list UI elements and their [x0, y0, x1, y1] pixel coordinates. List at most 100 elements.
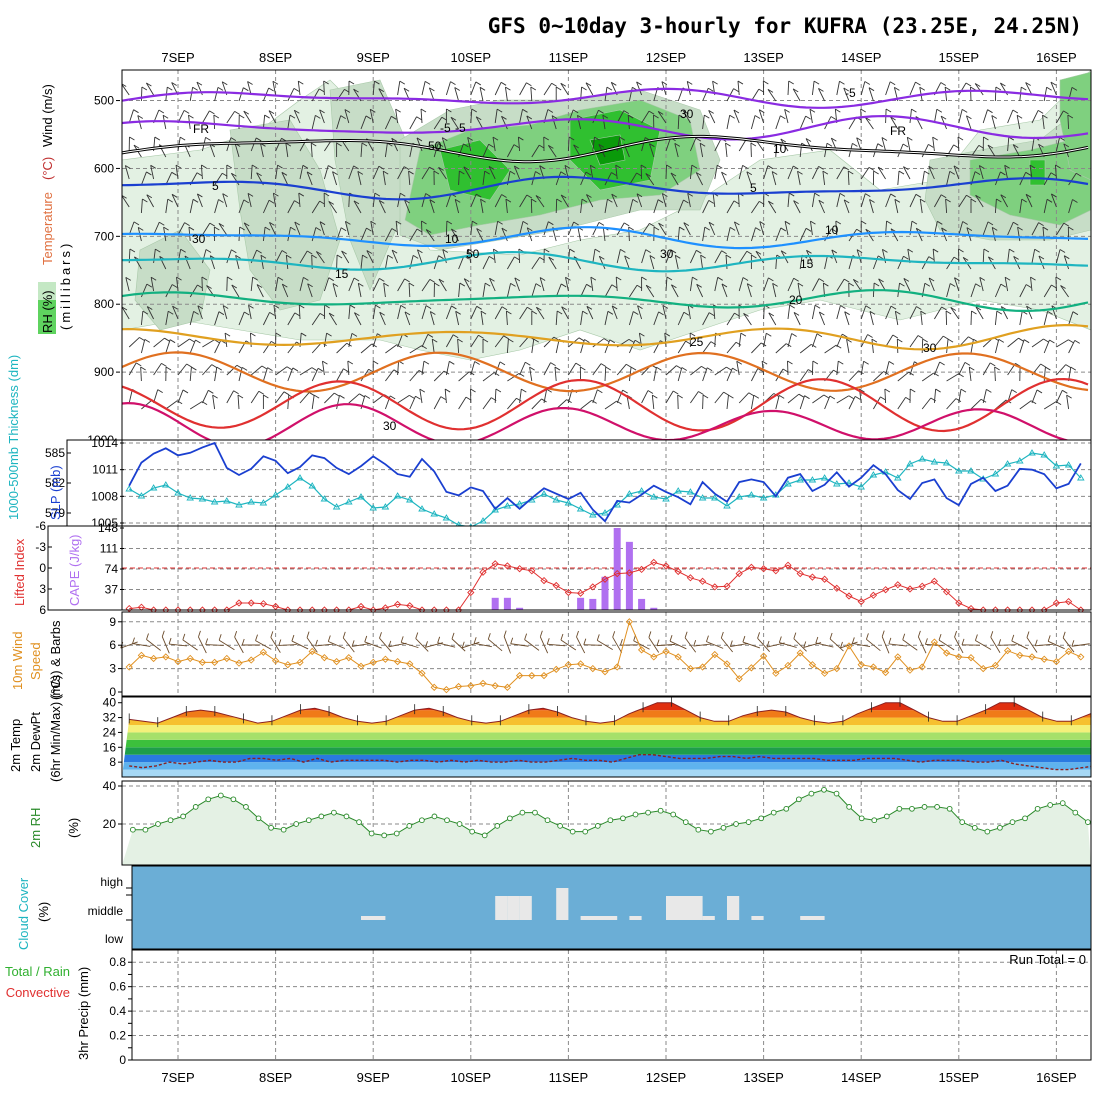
wind-barb-flag: [687, 80, 693, 85]
date-label-top: 10SEP: [451, 50, 491, 65]
wind-barb-flag: [446, 220, 453, 225]
wind-barb: [548, 256, 557, 270]
wind-barb: [843, 199, 850, 214]
wind-barb: [177, 363, 187, 376]
temperature-contour-label: 30: [383, 419, 397, 433]
wind-barb: [372, 166, 380, 180]
wind-barb: [994, 283, 1002, 298]
li-line-point: [784, 561, 792, 569]
rh2m-point: [934, 804, 940, 810]
wind10m-barb-flag: [451, 632, 455, 640]
wind-barb: [293, 110, 301, 124]
wind-barb: [975, 195, 984, 208]
wind-barb-flag: [979, 277, 986, 281]
wind-barb-flag: [843, 87, 849, 92]
wind-barb: [268, 110, 276, 124]
wind10m-barb: [693, 643, 712, 647]
wind-barb-flag: [544, 248, 550, 253]
wind-barb: [661, 193, 667, 208]
precip-grid: [132, 950, 1091, 1060]
wind-barb: [686, 81, 691, 96]
cloud-block: [580, 916, 618, 920]
wind10m-barb: [998, 644, 1017, 646]
wind-barb: [470, 361, 476, 376]
wind-barb-flag: [268, 110, 275, 115]
wind-barb-flag: [366, 250, 373, 254]
wind-barb-flag: [510, 282, 516, 287]
wind-barb: [234, 143, 240, 158]
wind-barb: [958, 109, 963, 124]
wind-barb: [958, 389, 962, 404]
rh-contour-label: 50: [466, 247, 480, 261]
wind-barb-flag: [308, 392, 315, 396]
wind-barb-flag: [395, 220, 402, 225]
wind-barb-flag: [205, 249, 212, 253]
wind-barb-flag: [1051, 284, 1057, 289]
wind-barb-flag: [598, 109, 604, 114]
wind-barb-flag: [708, 312, 715, 317]
wind-barb: [222, 193, 228, 208]
wind-barb-flag: [915, 193, 922, 198]
wind-barb-flag: [1068, 226, 1074, 231]
wind-barb: [629, 285, 638, 298]
wind10m-barb-flag: [766, 640, 770, 648]
wind-barb-flag: [396, 344, 402, 349]
li-line-point: [564, 588, 573, 597]
tick-label: 1008: [91, 489, 118, 503]
wind-barb-flag: [400, 192, 406, 197]
rh2m-point: [506, 815, 513, 822]
wind-barb: [897, 256, 904, 270]
wind-barb-flag: [353, 200, 360, 205]
wind-barb-flag: [573, 221, 579, 226]
wind-barb: [1055, 390, 1063, 404]
thickness-line-point: [723, 502, 731, 509]
wind-barb-flag: [853, 279, 859, 283]
wind-barb: [272, 193, 277, 208]
wind-barb-flag: [950, 307, 957, 311]
wind-barb-flag: [226, 164, 233, 169]
wind-barb: [250, 365, 263, 376]
wind-barb-flag: [640, 164, 647, 169]
wind-barb: [122, 195, 130, 208]
wind-barb: [1066, 395, 1070, 410]
wind-barb: [1031, 110, 1039, 124]
wind-barb-flag: [666, 276, 673, 281]
rh2m-point: [381, 832, 388, 839]
wind-barb: [797, 283, 801, 298]
date-label-bottom: 13SEP: [743, 1070, 783, 1085]
tick-label: 24: [103, 725, 117, 739]
li-line-point: [528, 567, 536, 575]
wind-barb: [738, 192, 740, 208]
wind10m-line-point: [808, 661, 817, 669]
wind-barb: [214, 311, 220, 326]
wind-barb-flag: [186, 363, 192, 368]
rh2m-point: [984, 828, 991, 835]
cloud-label-2: (%): [36, 902, 51, 922]
wind-barb-flag: [936, 108, 943, 113]
wind-barb-flag: [732, 367, 738, 372]
wind-barb-flag: [427, 333, 434, 338]
wind-barb: [940, 115, 948, 130]
wind-barb: [712, 193, 716, 208]
rh2m-point: [356, 819, 362, 825]
wind-barb-flag: [478, 334, 484, 339]
li-line-point: [601, 575, 609, 583]
wind-barb-flag: [444, 388, 451, 393]
wind-barb-flag: [340, 227, 347, 232]
rh-region-mid: [134, 229, 211, 331]
wind-barb-flag: [492, 136, 499, 141]
wind-barb: [580, 339, 585, 354]
wind-barb: [323, 333, 328, 348]
wind-barb: [979, 277, 984, 292]
li-line-point: [625, 569, 634, 577]
wind-barb: [146, 82, 154, 96]
wind-barb-flag: [742, 165, 748, 169]
wind-barb: [894, 311, 899, 326]
wind-barb: [480, 311, 484, 326]
wind-barb: [1067, 114, 1070, 130]
wind10m-barb: [888, 643, 907, 647]
precip-convective-label: Convective: [6, 985, 70, 1000]
wind10m-line-point: [259, 648, 268, 656]
wind10m-line-point: [296, 658, 304, 666]
